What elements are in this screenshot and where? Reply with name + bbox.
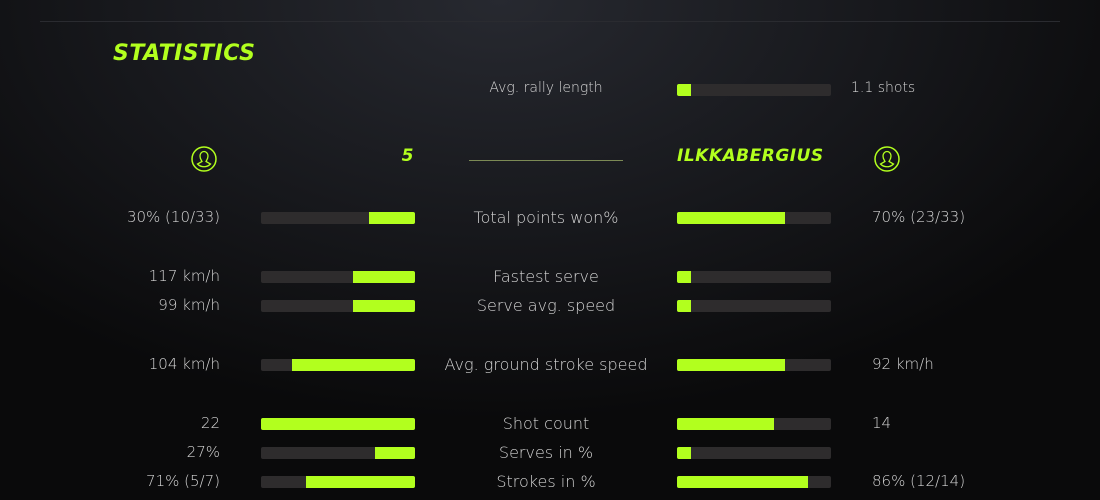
left-bar [261,271,415,283]
page-title: STATISTICS [113,41,256,66]
left-value: 27% [186,443,220,461]
right-bar [677,359,831,371]
user-avatar-icon [191,146,217,172]
stat-label: Avg. ground stroke speed [444,355,648,374]
left-value: 71% (5/7) [146,472,220,490]
left-bar [261,359,415,371]
right-bar [677,271,831,283]
right-bar [677,300,831,312]
left-value: 30% (10/33) [126,208,220,226]
right-value: 92 km/h [872,355,934,373]
right-bar-fill [677,212,785,224]
left-value: 99 km/h [158,296,220,314]
left-value: 104 km/h [148,355,220,373]
vs-divider [469,160,623,161]
user-avatar-icon [874,146,900,172]
left-bar [261,418,415,430]
right-value: 70% (23/33) [872,208,966,226]
right-bar-fill [677,359,785,371]
rally-value: 1.1 shots [851,80,916,96]
right-bar [677,476,831,488]
left-value: 22 [200,414,220,432]
right-bar [677,418,831,430]
right-bar-fill [677,300,691,312]
right-player-name: ILKKABERGIUS [677,146,824,166]
stat-label: Serve avg. speed [476,296,616,315]
right-bar-fill [677,418,775,430]
stat-label: Shot count [502,414,590,433]
left-bar-fill [374,447,415,459]
left-value: 117 km/h [148,267,220,285]
left-bar [261,300,415,312]
left-bar-fill [353,300,415,312]
rally-bar [677,84,831,96]
stat-label: Serves in % [498,443,594,462]
left-bar [261,212,415,224]
left-bar [261,447,415,459]
stat-label: Strokes in % [496,472,596,491]
left-bar-fill [261,418,415,430]
left-bar [261,476,415,488]
stat-label: Total points won% [473,208,619,227]
right-value: 14 [872,414,892,432]
top-divider [40,21,1060,22]
right-bar [677,447,831,459]
left-player-name: 5 [401,146,414,166]
right-bar-fill [677,476,808,488]
left-bar-fill [353,271,415,283]
right-bar-fill [677,271,691,283]
left-bar-fill [368,212,415,224]
rally-label: Avg. rally length [489,80,603,96]
stat-label: Fastest serve [493,267,599,286]
right-value: 86% (12/14) [872,472,966,490]
left-bar-fill [305,476,415,488]
right-bar [677,212,831,224]
right-bar-fill [677,447,691,459]
left-bar-fill [291,359,415,371]
